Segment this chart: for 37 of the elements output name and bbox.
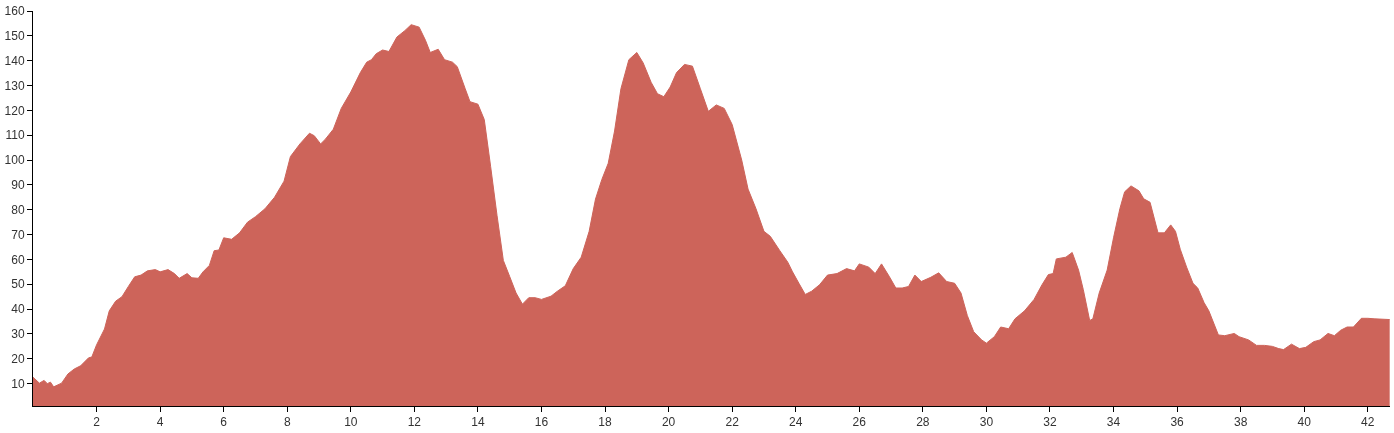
y-tick-label: 30 [11,327,25,342]
y-tick-label: 70 [11,227,25,242]
x-tick-label: 20 [661,415,676,430]
y-tick-label: 150 [4,29,25,44]
x-tick-label: 40 [1297,415,1312,430]
y-tick-label: 120 [4,103,25,118]
y-tick-label: 90 [11,178,25,193]
x-tick-label: 6 [220,415,228,430]
x-tick-label: 12 [407,415,422,430]
x-tick-label: 10 [344,415,358,430]
x-tick-label: 8 [283,415,291,430]
y-tick-label: 60 [11,252,25,267]
y-tick-label: 160 [4,4,25,19]
x-tick-label: 38 [1233,415,1248,430]
x-tick-label: 2 [93,415,101,430]
x-tick-label: 30 [979,415,994,430]
y-tick-label: 140 [4,53,25,68]
y-tick-label: 130 [4,78,25,93]
y-tick-label: 80 [11,202,25,217]
x-tick-label: 36 [1170,415,1185,430]
y-tick-label: 50 [11,277,25,292]
x-tick-label: 26 [852,415,867,430]
x-tick-label: 16 [534,415,549,430]
y-tick-label: 10 [11,376,25,391]
x-tick-label: 28 [916,415,930,430]
y-tick-label: 100 [4,153,25,168]
x-tick-label: 42 [1361,415,1375,430]
x-tick-label: 32 [1043,415,1057,430]
x-tick-label: 18 [598,415,613,430]
y-tick-label: 40 [11,302,25,317]
x-tick-label: 24 [789,415,803,430]
x-tick-label: 4 [156,415,164,430]
y-tick-label: 110 [5,128,25,143]
x-tick-label: 22 [725,415,740,430]
x-tick-label: 34 [1106,415,1121,430]
x-tick-label: 14 [471,415,485,430]
y-tick-label: 20 [11,352,25,366]
